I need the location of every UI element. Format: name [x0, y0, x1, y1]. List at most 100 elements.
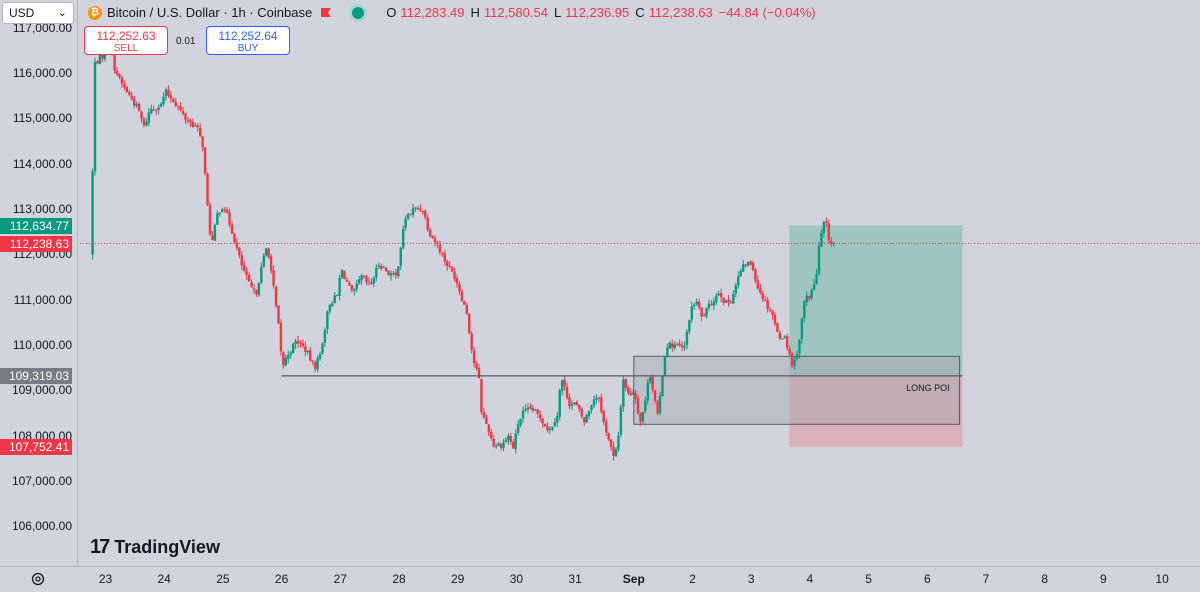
- candle-body: [800, 318, 804, 340]
- candle-body: [159, 103, 163, 107]
- candle-body: [335, 295, 339, 297]
- candle: [162, 92, 165, 107]
- symbol-title[interactable]: Bitcoin / U.S. Dollar · 1h · Coinbase: [107, 5, 313, 20]
- candle: [353, 288, 356, 296]
- candle: [154, 109, 158, 115]
- candle-body: [431, 236, 434, 239]
- candle: [125, 85, 129, 93]
- time-tick-label: 3: [747, 572, 755, 586]
- gear-icon[interactable]: [30, 571, 46, 587]
- candle-body: [397, 266, 400, 277]
- flag-icon[interactable]: [320, 7, 332, 18]
- candle-body: [492, 438, 495, 447]
- currency-select[interactable]: USD ⌄: [2, 2, 74, 24]
- candle-body: [296, 340, 300, 344]
- candle-body: [142, 118, 146, 126]
- candle: [587, 410, 591, 420]
- long-poi-zone: [633, 355, 961, 425]
- candle-body: [641, 411, 645, 422]
- candle-body: [617, 435, 620, 450]
- price-axis-label: 112,634.77: [0, 217, 72, 234]
- candle-body: [629, 392, 632, 395]
- candle-body: [274, 286, 278, 306]
- candle: [243, 260, 246, 273]
- candle-body: [695, 301, 698, 305]
- chevron-down-icon: ⌄: [57, 7, 67, 19]
- candle: [201, 135, 204, 152]
- candle: [123, 80, 126, 91]
- candle-body: [316, 358, 319, 370]
- candle-body: [602, 411, 605, 423]
- candle-body: [531, 408, 535, 411]
- candle: [313, 360, 317, 373]
- candle-body: [700, 307, 703, 317]
- candle-body: [362, 275, 366, 278]
- candle-body: [345, 279, 349, 282]
- candle-body: [179, 106, 182, 111]
- candle-body: [475, 363, 478, 369]
- candle-body: [206, 173, 209, 206]
- candle: [147, 107, 151, 127]
- candle-body: [213, 224, 217, 241]
- time-tick-label: Sep: [622, 572, 645, 586]
- candle-body: [553, 422, 557, 426]
- price-chart[interactable]: LONG POI: [77, 0, 1200, 566]
- candle-body: [815, 273, 818, 284]
- candle: [490, 428, 493, 441]
- candle-body: [663, 356, 667, 377]
- candle: [712, 297, 716, 311]
- candle-body: [497, 443, 500, 446]
- candle-body: [402, 228, 405, 249]
- candle: [492, 435, 495, 448]
- buy-button[interactable]: 112,252.64 BUY: [206, 26, 290, 55]
- candle-body: [365, 276, 368, 282]
- candle: [343, 270, 346, 280]
- candle-body: [614, 449, 618, 457]
- candle-body: [421, 210, 424, 212]
- candle-body: [379, 265, 383, 269]
- time-axis[interactable]: 23 24 25 26 27 28 29 30 31 Sep 2 3 4 5 6 7 8 9 10: [0, 566, 1200, 591]
- candle-body: [754, 269, 757, 281]
- candle: [827, 219, 830, 244]
- candle-body: [536, 409, 539, 414]
- candle: [607, 432, 610, 442]
- candle-body: [208, 204, 212, 235]
- tradingview-logo[interactable]: 17 TradingView: [90, 536, 220, 559]
- candle-body: [348, 282, 351, 286]
- candle-body: [685, 331, 689, 346]
- candle: [788, 345, 791, 357]
- candle-body: [609, 439, 613, 447]
- candle: [132, 95, 136, 109]
- candle-body: [243, 264, 246, 271]
- candle: [414, 207, 417, 212]
- candle-body: [169, 95, 173, 99]
- candle: [218, 212, 221, 217]
- candle: [179, 101, 182, 112]
- time-tick-label: 8: [1041, 572, 1049, 586]
- candle: [323, 327, 327, 348]
- sell-button[interactable]: 112,252.63 SELL: [84, 26, 168, 55]
- candle: [140, 110, 143, 123]
- candle: [649, 376, 652, 385]
- market-status-icon[interactable]: [352, 6, 365, 19]
- candle-body: [233, 234, 236, 243]
- price-axis[interactable]: 117,000.00 116,000.00 115,000.00 114,000.00…: [0, 0, 78, 566]
- candle: [729, 299, 733, 304]
- candle: [671, 339, 674, 353]
- ohlc-low: 112,236.95: [565, 5, 630, 20]
- candle-body: [357, 279, 361, 284]
- candle: [808, 295, 811, 302]
- candle-body: [771, 311, 774, 315]
- candle: [164, 87, 168, 101]
- candle-body: [766, 299, 769, 310]
- candle: [558, 388, 561, 421]
- candle-body: [741, 264, 745, 272]
- candle-body: [384, 267, 388, 272]
- candle: [446, 259, 449, 271]
- candle-body: [761, 293, 764, 300]
- candle: [267, 247, 270, 259]
- candle: [309, 346, 312, 362]
- candle: [705, 307, 708, 319]
- chart-canvas[interactable]: LONG POI: [77, 0, 1200, 566]
- candle-body: [375, 267, 378, 278]
